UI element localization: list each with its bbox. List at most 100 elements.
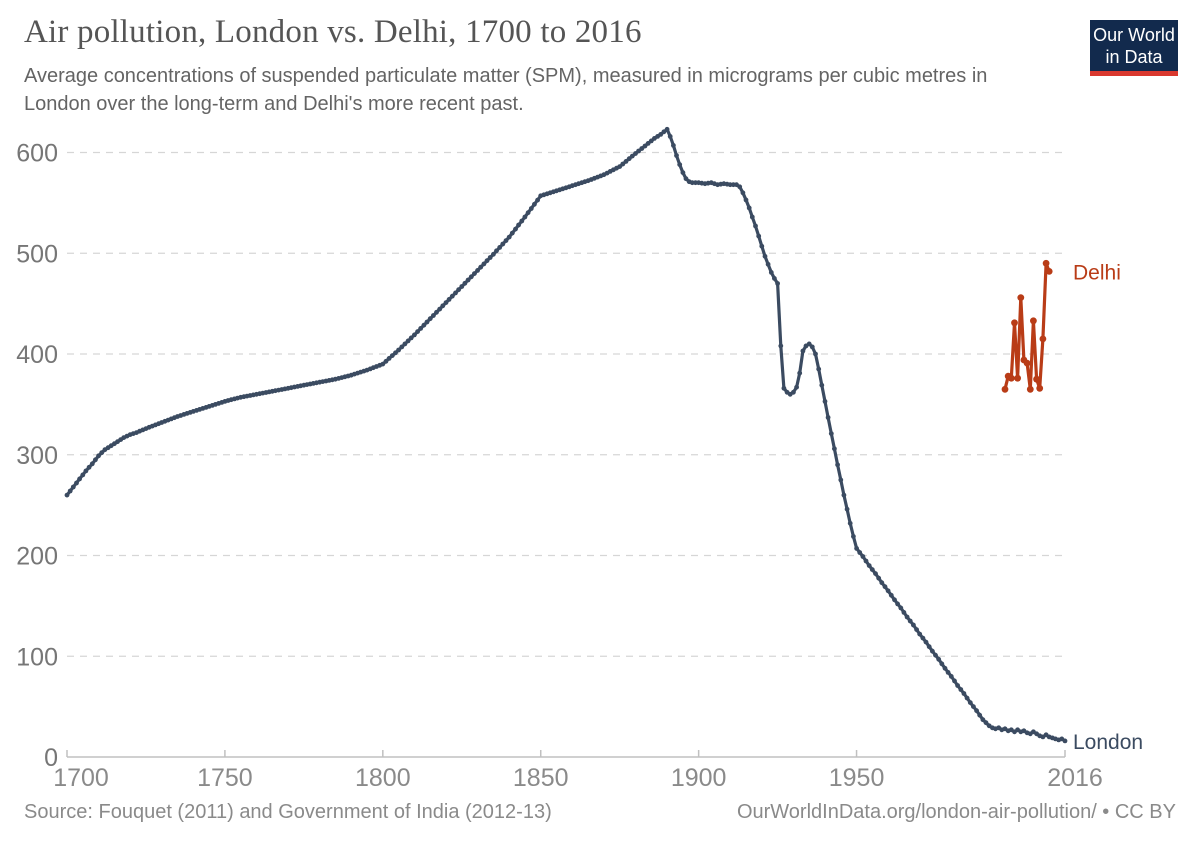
series-point-london[interactable] [772,276,777,281]
series-point-london[interactable] [942,665,948,671]
series-point-london[interactable] [768,270,774,275]
series-point-delhi[interactable] [1026,385,1034,393]
series-point-london[interactable] [453,290,458,296]
series-point-delhi[interactable] [1014,374,1021,382]
series-point-london[interactable] [882,584,888,590]
series-point-london[interactable] [983,720,989,726]
series-point-london[interactable] [478,264,484,270]
series-point-london[interactable] [437,306,443,312]
series-point-london[interactable] [955,683,960,688]
series-point-london[interactable] [683,176,689,182]
series-point-london[interactable] [497,245,503,250]
series-point-london[interactable] [399,344,405,350]
series-point-london[interactable] [522,214,528,220]
series-point-london[interactable] [383,358,389,364]
series-point-london[interactable] [528,206,534,211]
series-point-london[interactable] [800,348,806,354]
series-point-london[interactable] [462,280,468,286]
series-point-london[interactable] [67,488,73,494]
series-point-london[interactable] [89,461,95,467]
series-point-london[interactable] [393,350,398,356]
series-point-london[interactable] [892,597,897,603]
series-point-london[interactable] [809,344,815,350]
series-point-london[interactable] [96,453,101,459]
series-point-london[interactable] [945,670,951,675]
series-point-london[interactable] [778,343,784,349]
series-point-london[interactable] [765,261,771,267]
series-point-london[interactable] [421,322,427,328]
series-point-london[interactable] [465,277,471,283]
series-point-london[interactable] [939,661,945,667]
series-point-london[interactable] [509,230,515,236]
series-point-london[interactable] [923,639,929,645]
series-point-london[interactable] [629,153,635,159]
series-point-london[interactable] [491,251,496,257]
series-point-london[interactable] [794,384,799,390]
series-point-london[interactable] [851,534,856,539]
series-point-london[interactable] [832,446,837,452]
series-point-london[interactable] [99,450,105,456]
series-point-london[interactable] [418,326,424,331]
series-point-delhi[interactable] [1007,374,1015,382]
series-point-london[interactable] [866,563,872,568]
series-line-london[interactable] [65,127,1067,743]
series-point-london[interactable] [828,431,834,436]
series-line-delhi[interactable] [1003,261,1051,391]
series-point-london[interactable] [819,382,825,388]
series-point-london[interactable] [620,161,626,167]
series-point-london[interactable] [1062,738,1068,744]
series-point-london[interactable] [753,223,758,229]
series-point-london[interactable] [468,274,474,280]
series-point-london[interactable] [907,618,913,624]
series-point-london[interactable] [977,712,983,718]
series-point-london[interactable] [873,571,878,576]
series-point-london[interactable] [835,462,840,468]
series-point-london[interactable] [70,484,76,490]
series-point-london[interactable] [825,415,831,420]
series-point-london[interactable] [402,341,408,347]
series-point-london[interactable] [967,700,973,705]
series-point-london[interactable] [847,520,853,526]
series-point-london[interactable] [980,717,986,723]
series-point-london[interactable] [806,341,812,347]
series-point-london[interactable] [525,210,531,216]
series-point-london[interactable] [961,691,967,696]
series-point-london[interactable] [424,319,430,325]
series-point-london[interactable] [930,648,935,654]
series-point-london[interactable] [926,644,932,650]
series-point-london[interactable] [756,233,762,239]
series-point-delhi[interactable] [1017,294,1025,301]
series-point-london[interactable] [83,468,89,474]
series-point-london[interactable] [914,627,919,632]
series-point-london[interactable] [863,558,869,564]
series-point-london[interactable] [412,332,417,338]
series-point-london[interactable] [506,234,512,240]
series-point-london[interactable] [380,361,386,367]
series-point-london[interactable] [443,300,449,305]
series-point-london[interactable] [386,356,392,361]
series-point-london[interactable] [674,153,679,158]
series-point-london[interactable] [446,297,452,302]
series-point-london[interactable] [974,708,979,714]
series-point-london[interactable] [958,687,964,692]
series-point-london[interactable] [519,218,525,224]
series-point-london[interactable] [895,601,900,607]
series-point-london[interactable] [487,255,493,260]
series-point-delhi[interactable] [1023,359,1031,367]
series-point-london[interactable] [888,592,894,598]
series-point-london[interactable] [93,457,98,463]
series-point-london[interactable] [860,554,866,559]
series-point-delhi[interactable] [1045,268,1053,275]
series-point-london[interactable] [898,605,904,611]
series-point-london[interactable] [516,222,521,228]
series-point-london[interactable] [936,656,942,662]
series-point-london[interactable] [396,347,401,353]
series-point-london[interactable] [920,635,926,641]
series-point-london[interactable] [904,614,910,620]
series-point-london[interactable] [77,476,82,482]
series-point-london[interactable] [80,472,86,478]
series-point-london[interactable] [664,126,670,132]
series-point-london[interactable] [500,241,506,247]
series-point-london[interactable] [911,622,916,628]
